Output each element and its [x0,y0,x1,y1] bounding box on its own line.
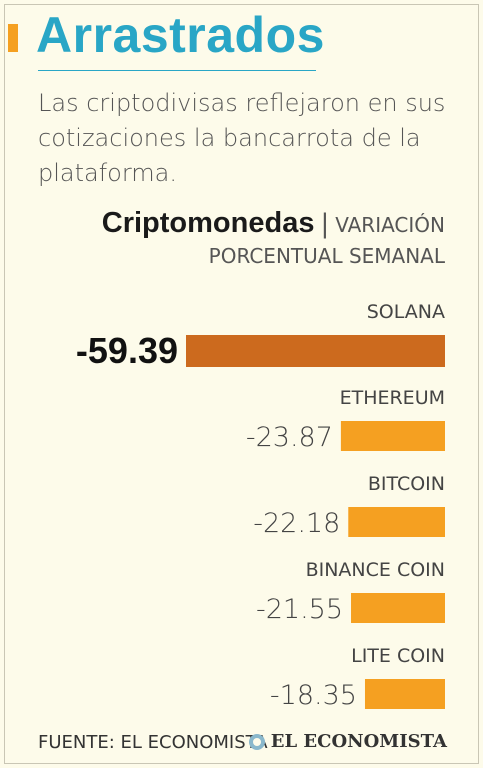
bar [348,507,445,537]
chart-heading-separator: | [320,209,330,239]
bar [364,679,445,709]
category-label: LITE COIN [351,645,445,667]
bar [186,335,445,367]
footer-source: FUENTE: EL ECONOMISTA [38,732,268,753]
category-label: SOLANA [367,301,445,323]
bar [340,421,445,451]
value-label: -59.39 [76,330,178,371]
chart-subtitle: Las criptodivisas reflejaron en sus coti… [38,89,446,187]
chart-heading-measure: VARIACIÓN [335,213,445,237]
chart-heading: Criptomonedas | VARIACIÓN PORCENTUAL SEMAN… [25,207,445,268]
category-label: ETHEREUM [340,387,445,409]
chart-heading-bold: Criptomonedas [101,207,315,239]
value-label: -18.35 [270,680,357,711]
el-economista-logo-icon [248,733,265,750]
chart-frame [4,4,479,764]
value-label: -22.18 [253,508,340,539]
value-label: -23.87 [246,422,333,453]
value-label: -21.55 [256,594,343,625]
category-label: BINANCE COIN [306,559,445,581]
footer-brand: EL ECONOMISTA [248,731,447,752]
category-label: BITCOIN [368,473,445,495]
title-accent-bar [8,24,18,52]
chart-heading-measure-line2: PORCENTUAL SEMANAL [208,244,445,268]
bar [351,593,445,623]
chart-title: Arrastrados [36,7,325,63]
footer-brand-text: EL ECONOMISTA [270,731,447,752]
title-underline [38,70,316,71]
